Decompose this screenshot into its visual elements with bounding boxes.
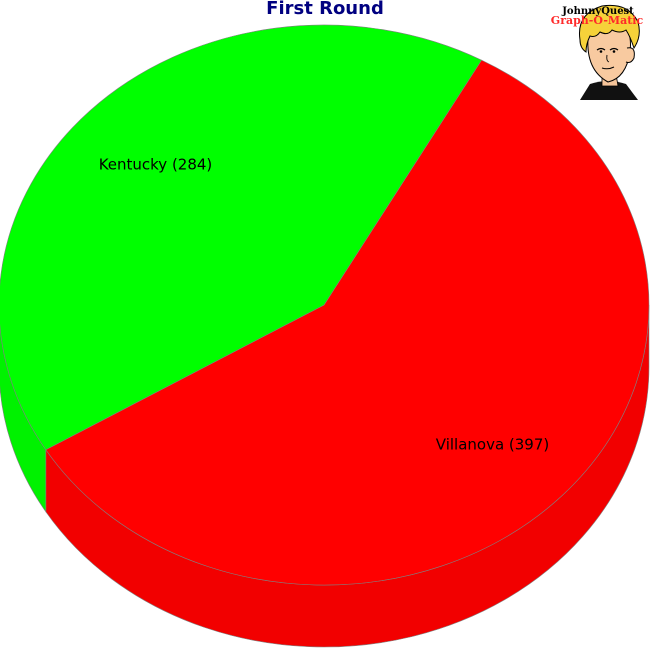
logo-text-graph-o-matic: Graph-O-Matic: [551, 14, 644, 27]
johnnyquest-logo: JohnnyQuest Graph-O-Matic: [551, 4, 644, 100]
pie-label-1: Kentucky (284): [99, 156, 213, 174]
logo-text-johnnyquest: JohnnyQuest: [561, 6, 634, 17]
pie-slice-1: [0, 24, 482, 451]
chart-title: First Round: [266, 0, 384, 19]
pie-slice-0: [45, 59, 650, 586]
pie-labels: Villanova (397) Kentucky (284): [99, 156, 550, 454]
pie-label-0: Villanova (397): [436, 435, 549, 453]
pie-top: [0, 24, 650, 586]
